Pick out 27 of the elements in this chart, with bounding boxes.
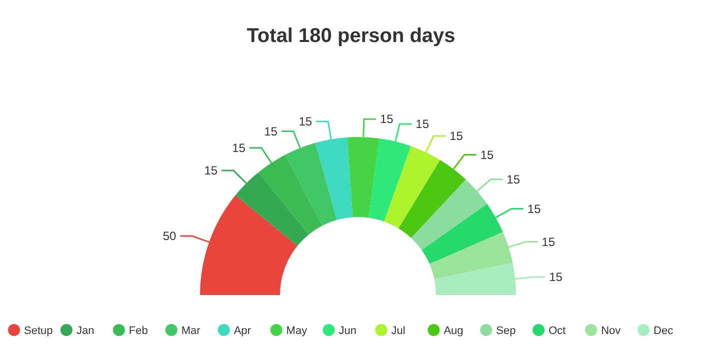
data-label: 15 bbox=[416, 117, 430, 132]
legend-label: Jan bbox=[76, 325, 94, 337]
data-label: 15 bbox=[380, 112, 394, 126]
legend-label: Oct bbox=[548, 325, 566, 337]
legend-label: Nov bbox=[601, 325, 622, 337]
data-label: 15 bbox=[232, 140, 246, 155]
legend-label: Aug bbox=[444, 325, 464, 337]
legend-label: Apr bbox=[234, 325, 252, 337]
data-label: 15 bbox=[298, 114, 312, 129]
legend-label: Jul bbox=[391, 325, 406, 337]
data-label: 15 bbox=[549, 270, 563, 284]
legend-label: Mar bbox=[181, 325, 201, 337]
legend-label: Sep bbox=[496, 325, 516, 337]
data-label: 15 bbox=[527, 202, 542, 216]
legend-label: Dec bbox=[654, 325, 674, 337]
data-label: 15 bbox=[204, 164, 218, 178]
legend-label: Feb bbox=[128, 325, 148, 337]
legend-label: May bbox=[286, 325, 308, 337]
data-label: 50 bbox=[162, 229, 176, 244]
chart-title: Total 180 person days bbox=[246, 25, 456, 47]
data-label: 15 bbox=[480, 148, 494, 162]
data-label: 15 bbox=[264, 124, 278, 138]
legend-label: Setup bbox=[24, 325, 53, 337]
data-label: 15 bbox=[506, 172, 520, 186]
legend-label: Jun bbox=[338, 325, 357, 337]
data-label: 15 bbox=[542, 234, 556, 249]
data-label: 15 bbox=[450, 129, 464, 144]
